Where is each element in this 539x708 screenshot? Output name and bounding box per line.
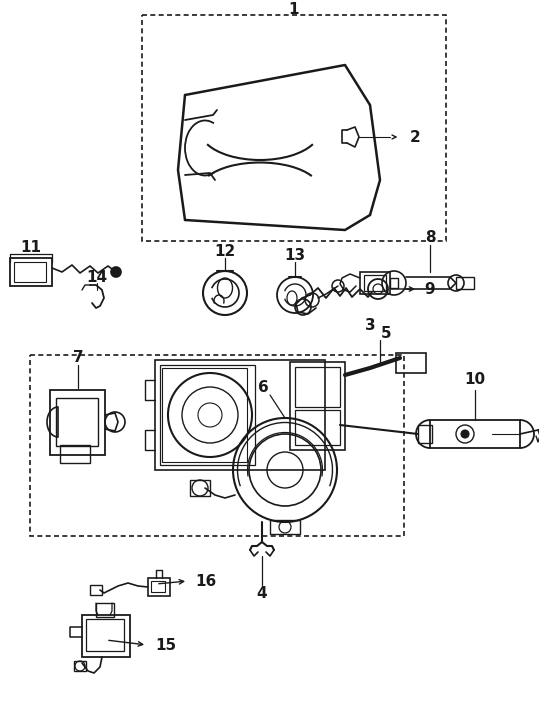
Bar xyxy=(50,390,105,455)
Bar xyxy=(74,661,86,671)
Bar xyxy=(14,262,46,282)
Text: 10: 10 xyxy=(465,372,486,387)
Bar xyxy=(10,258,52,286)
Text: 2: 2 xyxy=(410,130,420,144)
Bar xyxy=(396,353,426,373)
Bar xyxy=(364,275,386,291)
Bar xyxy=(82,615,130,657)
Bar xyxy=(96,603,114,617)
Bar xyxy=(30,355,404,536)
Bar xyxy=(155,360,325,470)
Bar xyxy=(418,425,432,443)
Bar xyxy=(151,581,165,592)
Bar xyxy=(390,278,398,288)
Bar xyxy=(295,367,340,407)
Text: 16: 16 xyxy=(195,573,217,588)
Text: 8: 8 xyxy=(425,231,436,246)
Text: 14: 14 xyxy=(86,270,108,285)
Bar xyxy=(295,410,340,445)
Text: 5: 5 xyxy=(381,326,391,341)
Bar xyxy=(142,15,446,241)
Bar xyxy=(148,578,170,596)
Bar xyxy=(162,368,247,462)
Text: 6: 6 xyxy=(258,380,268,396)
Bar xyxy=(430,420,520,448)
Text: 13: 13 xyxy=(285,248,306,263)
Bar xyxy=(290,362,345,450)
Bar xyxy=(160,365,255,465)
Bar xyxy=(90,585,102,595)
Bar xyxy=(56,398,98,446)
Text: 4: 4 xyxy=(257,586,267,602)
Bar xyxy=(456,277,474,289)
Text: 15: 15 xyxy=(155,637,177,653)
Text: 1: 1 xyxy=(289,3,299,18)
Circle shape xyxy=(461,430,469,438)
Circle shape xyxy=(111,267,121,277)
Text: 9: 9 xyxy=(425,282,436,297)
Bar xyxy=(270,520,300,534)
Text: 12: 12 xyxy=(215,244,236,258)
Text: 3: 3 xyxy=(365,317,375,333)
Bar xyxy=(86,619,124,651)
Text: 11: 11 xyxy=(20,239,42,254)
Text: 7: 7 xyxy=(73,350,84,365)
Bar xyxy=(60,445,90,463)
Bar xyxy=(190,480,210,496)
Bar xyxy=(360,272,390,294)
